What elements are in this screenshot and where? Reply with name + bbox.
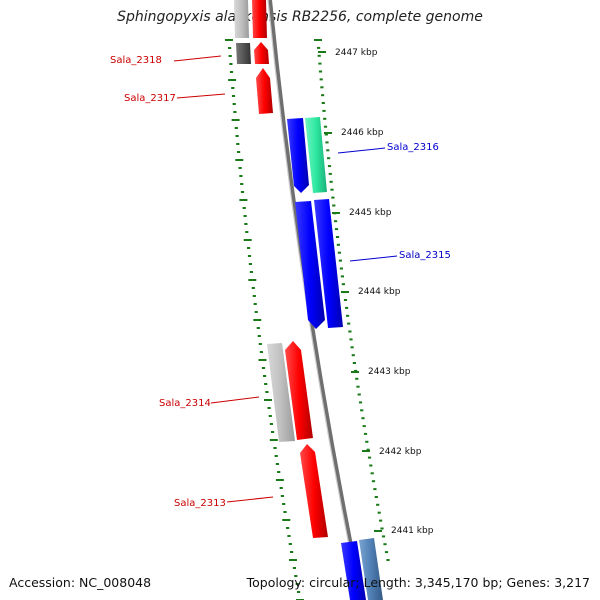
tick-label: 2447 kbp: [335, 48, 378, 58]
tick-2442: 2442 kbp: [362, 447, 422, 457]
gene-sala-2314[interactable]: [285, 341, 313, 440]
tick-label: 2445 kbp: [349, 208, 392, 218]
label-sala-2316[interactable]: Sala_2316: [337, 142, 439, 154]
gene-label: Sala_2313: [174, 498, 226, 509]
accession-text: Accession: NC_008048: [9, 575, 152, 590]
tick-2441: 2441 kbp: [374, 526, 434, 536]
gene-label: Sala_2317: [124, 93, 176, 104]
gene-label: Sala_2315: [399, 250, 451, 261]
gene-block-top-red[interactable]: [252, 0, 267, 38]
gene-label: Sala_2316: [387, 142, 439, 153]
label-sala-2314[interactable]: Sala_2314: [159, 396, 260, 409]
gene-label: Sala_2318: [110, 55, 162, 66]
gene-blue-bottom[interactable]: [341, 541, 366, 600]
gene-block-top-gray[interactable]: [234, 0, 249, 38]
gene-sala-2316[interactable]: [305, 117, 327, 193]
tick-2443: 2443 kbp: [351, 367, 411, 377]
tick-label: 2446 kbp: [341, 128, 384, 138]
inner-tick-track: [225, 39, 304, 600]
tick-2444: 2444 kbp: [341, 287, 401, 297]
label-sala-2313[interactable]: Sala_2313: [174, 496, 274, 509]
genome-summary-text: Topology: circular; Length: 3,345,170 bp…: [246, 575, 590, 590]
gene-sala-2318[interactable]: [254, 42, 269, 64]
tick-label: 2441 kbp: [391, 526, 434, 536]
tick-label: 2442 kbp: [379, 447, 422, 457]
label-sala-2315[interactable]: Sala_2315: [349, 250, 451, 262]
tick-2445: 2445 kbp: [332, 208, 392, 218]
gene-sala-2314-gray[interactable]: [267, 343, 295, 442]
label-sala-2317[interactable]: Sala_2317: [124, 93, 226, 104]
gene-sala-2317[interactable]: [256, 68, 273, 114]
tick-2446: 2446 kbp: [324, 128, 384, 138]
outer-tick-track: [314, 39, 390, 561]
tick-label: 2444 kbp: [358, 287, 401, 297]
label-sala-2318[interactable]: Sala_2318: [110, 55, 222, 66]
tick-label: 2443 kbp: [368, 367, 411, 377]
gene-sala-2315[interactable]: [314, 199, 343, 328]
tick-2447: 2447 kbp: [318, 48, 378, 58]
gene-block-dark-gray[interactable]: [236, 43, 251, 64]
gene-blue-middle-left[interactable]: [295, 201, 325, 329]
gene-blue-upper-left[interactable]: [287, 118, 309, 193]
genome-title: Sphingopyxis alaskensis RB2256, complete…: [117, 9, 483, 25]
gene-steel-bottom[interactable]: [359, 538, 383, 600]
gene-label: Sala_2314: [159, 398, 211, 409]
gene-sala-2313[interactable]: [300, 444, 328, 538]
